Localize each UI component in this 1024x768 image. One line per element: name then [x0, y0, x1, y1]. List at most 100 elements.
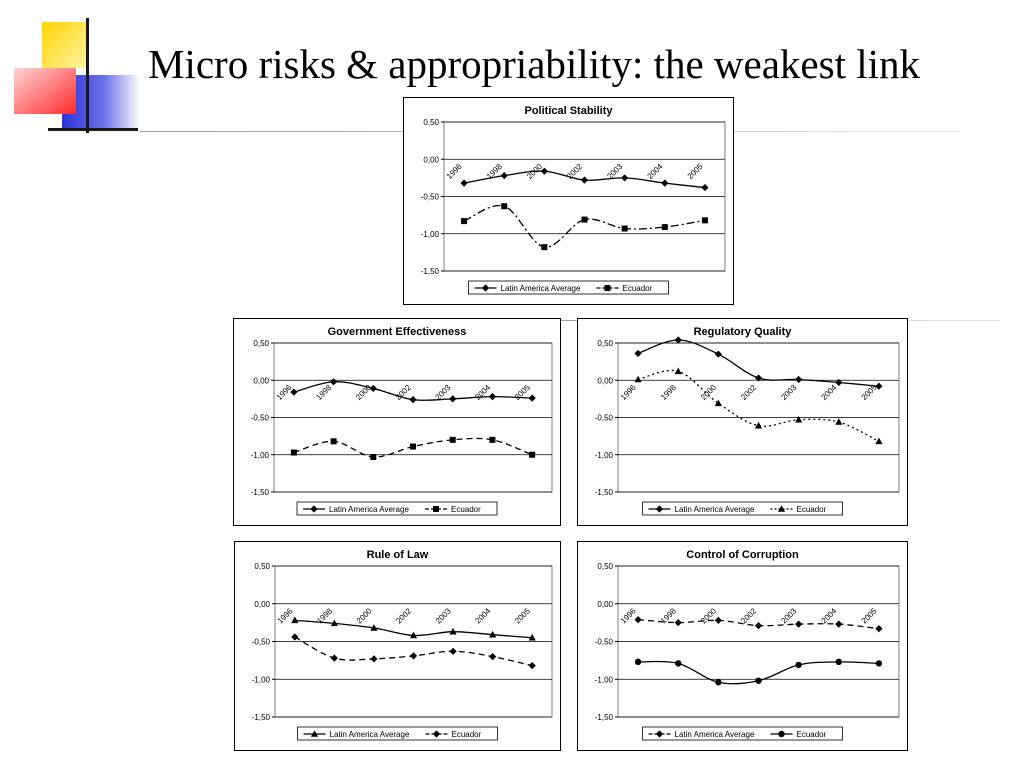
legend-label: Ecuador — [797, 505, 827, 514]
y-tick-label: -0,50 — [251, 414, 270, 423]
chart-title: Political Stability — [524, 105, 613, 117]
legend-label: Latin America Average — [675, 505, 755, 514]
data-point — [755, 677, 762, 684]
data-point — [370, 624, 378, 631]
y-tick-label: -1,50 — [595, 713, 614, 722]
data-point — [528, 633, 536, 641]
y-tick-label: -0,50 — [595, 638, 614, 647]
data-point — [634, 349, 642, 358]
data-point — [835, 658, 842, 666]
data-point — [674, 619, 682, 627]
y-tick-label: 0,00 — [253, 376, 269, 385]
data-point — [449, 395, 457, 403]
y-tick-label: 0,50 — [253, 339, 269, 348]
data-point — [449, 627, 457, 635]
data-point — [410, 443, 416, 450]
data-point — [529, 451, 536, 458]
data-point — [501, 203, 508, 210]
data-point — [330, 438, 337, 445]
data-point — [754, 421, 763, 429]
legend-label: Ecuador — [797, 730, 827, 739]
legend-label: Latin America Average — [675, 730, 755, 739]
data-point — [580, 176, 589, 184]
red-square — [14, 68, 76, 114]
data-point — [835, 418, 843, 425]
chart-control-of-corruption: Control of Corruption 0,50 0,00 -0,50 -1,00… — [577, 541, 908, 751]
data-point — [634, 375, 642, 383]
data-point — [835, 378, 843, 387]
data-point — [701, 217, 708, 224]
legend-label: Ecuador — [451, 505, 481, 514]
y-tick-label: 0,00 — [254, 600, 270, 609]
chart-title: Control of Corruption — [686, 549, 799, 561]
data-point — [875, 382, 883, 390]
legend-marker — [655, 505, 664, 513]
data-point — [621, 174, 629, 182]
chart-title: Regulatory Quality — [693, 326, 792, 338]
decorative-squares — [14, 18, 140, 133]
data-point — [715, 679, 722, 686]
legend-label: Latin America Average — [501, 284, 581, 293]
y-tick-label: -1,00 — [251, 451, 270, 460]
y-tick-label: 0,00 — [423, 155, 439, 164]
y-tick-label: 0,50 — [597, 562, 613, 571]
horizontal-bar — [48, 128, 138, 131]
yellow-square — [42, 22, 86, 68]
data-point — [675, 660, 682, 667]
data-point — [488, 393, 497, 401]
legend-label: Ecuador — [623, 284, 653, 293]
legend-marker — [604, 285, 611, 291]
legend-marker — [433, 506, 439, 512]
chart-title: Rule of Law — [366, 549, 429, 561]
legend-marker — [310, 730, 319, 737]
y-tick-label: -1,50 — [421, 267, 440, 276]
data-point — [754, 374, 763, 382]
data-point — [528, 394, 536, 402]
y-tick-label: -1,50 — [251, 488, 270, 497]
data-point — [541, 244, 548, 251]
data-point — [674, 367, 682, 375]
data-point — [409, 631, 418, 639]
legend-box — [642, 501, 843, 516]
data-point — [875, 660, 883, 667]
data-point — [291, 616, 299, 624]
legend-label: Latin America Average — [330, 730, 410, 739]
data-point — [489, 653, 497, 661]
data-point — [581, 216, 588, 223]
chart-rule-of-law: Rule of Law 0,50 0,00 -0,50 -1,00 -1,50 1996 1… — [234, 541, 561, 751]
data-point — [449, 436, 456, 443]
data-point — [489, 436, 496, 443]
legend-marker — [432, 730, 441, 738]
y-tick-label: -1,50 — [595, 488, 614, 497]
data-point — [875, 437, 883, 445]
data-point — [795, 661, 802, 669]
y-tick-label: 0,00 — [597, 376, 613, 385]
data-point — [489, 630, 497, 638]
y-tick-label: -1,00 — [595, 451, 614, 460]
y-tick-label: 0,50 — [597, 339, 613, 348]
legend-marker — [655, 730, 664, 738]
legend-box — [296, 501, 498, 516]
y-tick-label: -1,00 — [252, 675, 271, 684]
vertical-bar — [86, 18, 89, 133]
y-tick-label: -0,50 — [595, 414, 614, 423]
data-point — [835, 620, 843, 628]
legend-label: Latin America Average — [329, 505, 409, 514]
legend-marker — [310, 505, 318, 513]
legend-box — [468, 280, 669, 295]
legend-marker — [777, 505, 786, 512]
chart-political-stability: Political Stability 0,50 0,00 -0,50 -1,00 -1… — [403, 97, 734, 305]
legend-marker — [481, 284, 490, 292]
chart-regulatory-quality: Regulatory Quality 0,50 0,00 -0,50 -1,00 -1,… — [577, 318, 908, 526]
data-point — [370, 453, 377, 460]
y-tick-label: -1,00 — [595, 675, 614, 684]
slide-title: Micro risks & appropriability: the weake… — [148, 41, 921, 87]
data-point — [875, 625, 883, 633]
legend-label: Ecuador — [452, 730, 482, 739]
legend-marker — [778, 730, 785, 738]
data-point — [290, 449, 297, 456]
